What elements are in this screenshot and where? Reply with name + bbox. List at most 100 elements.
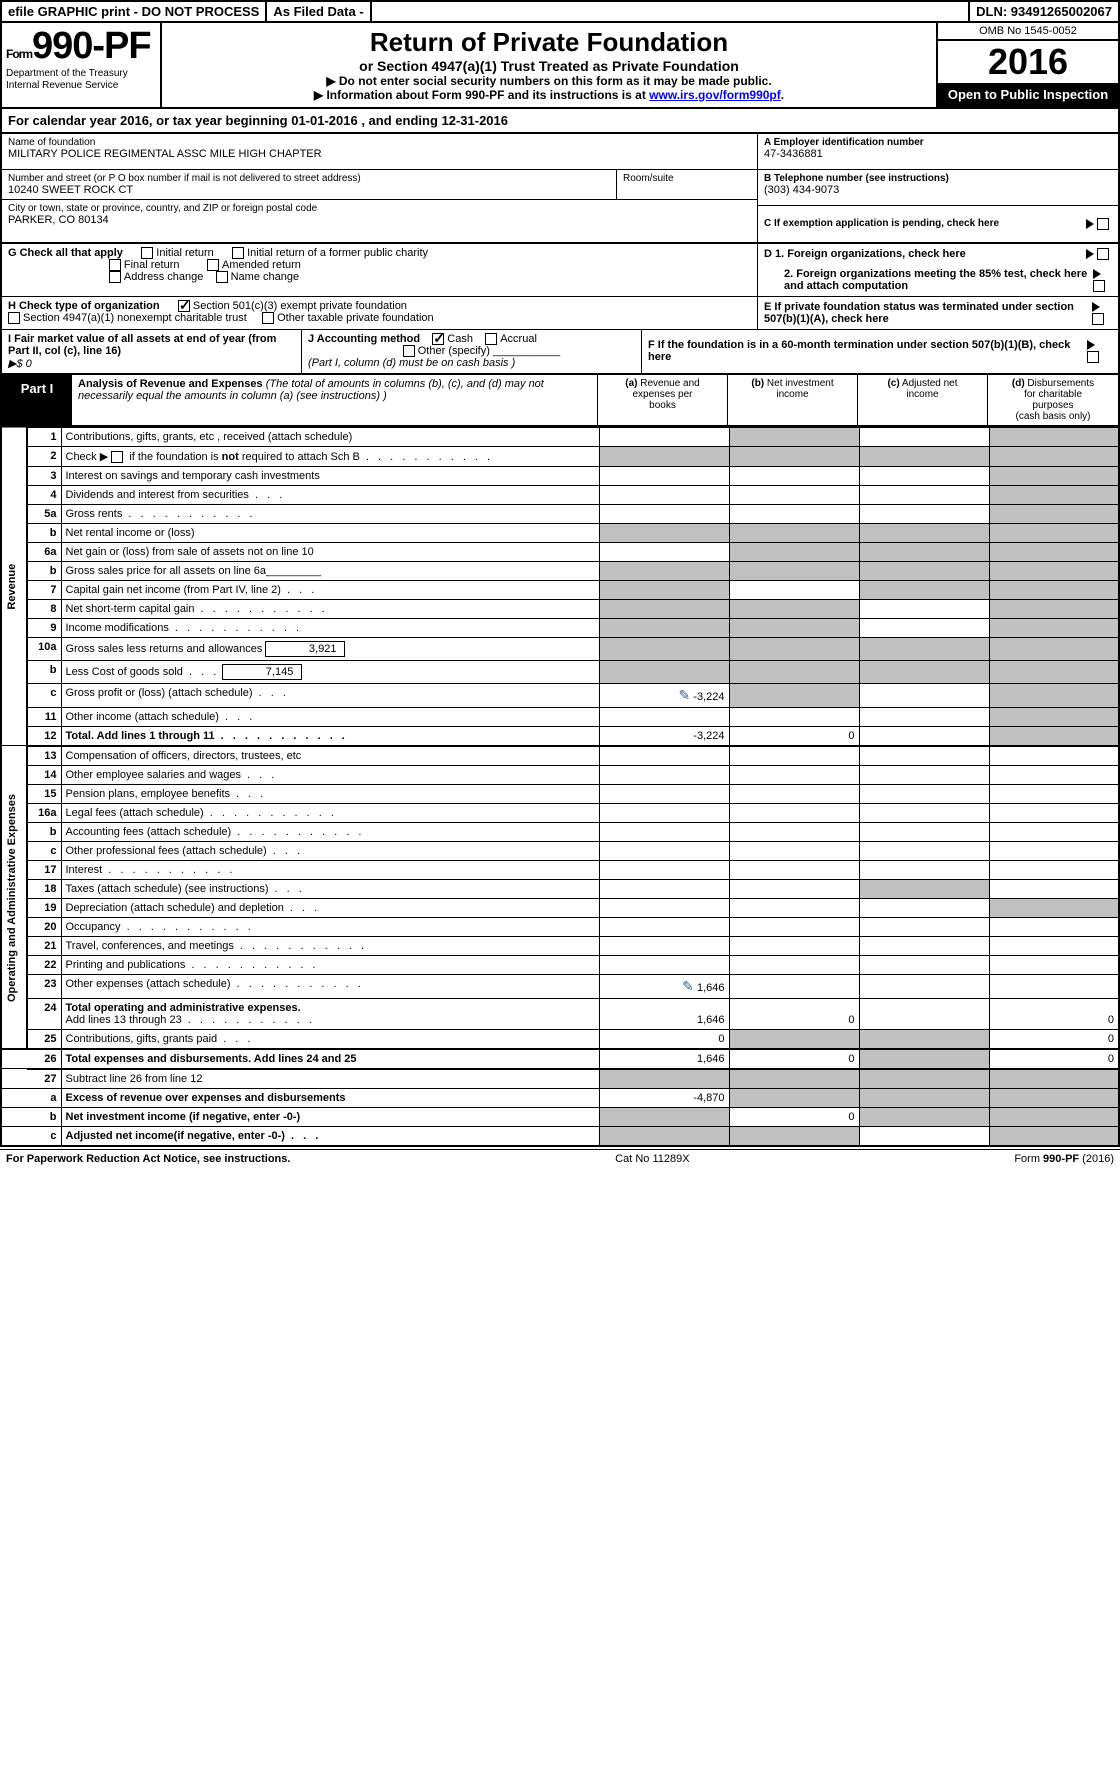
line-desc: Other income (attach schedule) — [61, 707, 599, 726]
j-other-checkbox[interactable] — [403, 345, 415, 357]
j-accrual-checkbox[interactable] — [485, 333, 497, 345]
g-amended-checkbox[interactable] — [207, 259, 219, 271]
val-c — [859, 917, 989, 936]
table-row: 25 Contributions, gifts, grants paid 0 0 — [1, 1029, 1119, 1049]
table-row: b Accounting fees (attach schedule) — [1, 822, 1119, 841]
line-num: 3 — [27, 466, 61, 485]
line-num: 14 — [27, 765, 61, 784]
line-desc: Other expenses (attach schedule) — [61, 974, 599, 998]
g-initial-checkbox[interactable] — [141, 247, 153, 259]
d2-checkbox[interactable] — [1093, 280, 1105, 292]
h-row: H Check type of organization Section 501… — [2, 297, 757, 327]
val-b — [729, 466, 859, 485]
g-name-label: Name change — [231, 271, 300, 283]
part1-desc: Analysis of Revenue and Expenses (The to… — [72, 375, 598, 425]
line-desc: Net gain or (loss) from sale of assets n… — [61, 542, 599, 561]
spacer — [1, 1049, 27, 1069]
table-row: c Other professional fees (attach schedu… — [1, 841, 1119, 860]
g-label: G Check all that apply — [8, 247, 123, 259]
val-b — [729, 974, 859, 998]
val-c — [859, 599, 989, 618]
g-final-checkbox[interactable] — [109, 259, 121, 271]
val-b — [729, 446, 859, 466]
l23-text: Other expenses (attach schedule) — [66, 978, 231, 990]
val-d — [989, 917, 1119, 936]
irs-link[interactable]: www.irs.gov/form990pf — [649, 88, 781, 102]
line-desc: Total operating and administrative expen… — [61, 998, 599, 1029]
val-a — [599, 879, 729, 898]
line-desc: Interest on savings and temporary cash i… — [61, 466, 599, 485]
omb-number: OMB No 1545-0052 — [938, 23, 1118, 41]
c-checkbox[interactable] — [1097, 218, 1109, 230]
val-c — [859, 1029, 989, 1049]
line-desc: Contributions, gifts, grants paid — [61, 1029, 599, 1049]
val-b — [729, 1126, 859, 1146]
val-b — [729, 765, 859, 784]
g-address-checkbox[interactable] — [109, 271, 121, 283]
table-row: 6a Net gain or (loss) from sale of asset… — [1, 542, 1119, 561]
l23-val: 1,646 — [697, 982, 725, 994]
val-d — [989, 466, 1119, 485]
val-d — [989, 485, 1119, 504]
name-label: Name of foundation — [8, 137, 751, 148]
line-desc: Adjusted net income(if negative, enter -… — [61, 1126, 599, 1146]
d1-box — [1086, 248, 1112, 260]
h-other-checkbox[interactable] — [262, 312, 274, 324]
line-num: b — [27, 1107, 61, 1126]
table-row: 22 Printing and publications — [1, 955, 1119, 974]
arrow-icon — [1087, 340, 1095, 350]
val-b: 0 — [729, 726, 859, 746]
form-subtitle: or Section 4947(a)(1) Trust Treated as P… — [166, 58, 932, 74]
val-b: 0 — [729, 998, 859, 1029]
val-b — [729, 822, 859, 841]
irs-label: Internal Revenue Service — [6, 80, 156, 92]
h-4947-checkbox[interactable] — [8, 312, 20, 324]
line-desc: Capital gain net income (from Part IV, l… — [61, 580, 599, 599]
val-a — [599, 427, 729, 446]
h-501-checkbox[interactable] — [178, 300, 190, 312]
col-c-header: (c) Adjusted netincome — [858, 375, 988, 425]
note-prefix: ▶ Information about Form 990-PF and its … — [314, 88, 649, 102]
line-num: 1 — [27, 427, 61, 446]
val-d — [989, 841, 1119, 860]
l20-text: Occupancy — [66, 921, 121, 933]
name-row: Name of foundation MILITARY POLICE REGIM… — [2, 134, 757, 170]
val-b — [729, 1069, 859, 1089]
table-row: 10a Gross sales less returns and allowan… — [1, 637, 1119, 660]
val-a — [599, 784, 729, 803]
g-name-checkbox[interactable] — [216, 271, 228, 283]
l14-text: Other employee salaries and wages — [66, 769, 241, 781]
efile-label: efile GRAPHIC print - DO NOT PROCESS — [2, 2, 267, 21]
val-a — [599, 707, 729, 726]
line-num: 21 — [27, 936, 61, 955]
j-other-label: Other (specify) — [418, 345, 490, 357]
attachment-icon[interactable]: ✎ — [682, 978, 694, 994]
g-initial-former-checkbox[interactable] — [232, 247, 244, 259]
form-ref: Form 990-PF (2016) — [1014, 1153, 1114, 1165]
d1-checkbox[interactable] — [1097, 248, 1109, 260]
val-a — [599, 822, 729, 841]
col-d-header: (d) Disbursementsfor charitablepurposes(… — [988, 375, 1118, 425]
schb-checkbox[interactable] — [111, 451, 123, 463]
val-c — [859, 822, 989, 841]
line-desc: Total. Add lines 1 through 11 — [61, 726, 599, 746]
val-d — [989, 1069, 1119, 1089]
room-cell: Room/suite — [617, 170, 757, 199]
val-c — [859, 746, 989, 766]
e-checkbox[interactable] — [1092, 313, 1104, 325]
asfiled-label: As Filed Data - — [267, 2, 371, 21]
val-d: 0 — [989, 1029, 1119, 1049]
j-cash-checkbox[interactable] — [432, 333, 444, 345]
val-d — [989, 898, 1119, 917]
attachment-icon[interactable]: ✎ — [679, 687, 691, 703]
val-c — [859, 1107, 989, 1126]
f-checkbox[interactable] — [1087, 351, 1099, 363]
val-d — [989, 1088, 1119, 1107]
line-desc: Depreciation (attach schedule) and deple… — [61, 898, 599, 917]
val-c — [859, 683, 989, 707]
l16c-text: Other professional fees (attach schedule… — [66, 845, 267, 857]
i-section: I Fair market value of all assets at end… — [2, 330, 302, 373]
exemption-label: C If exemption application is pending, c… — [764, 218, 999, 229]
table-row: 17 Interest — [1, 860, 1119, 879]
l10a-text: Gross sales less returns and allowances — [66, 643, 263, 655]
